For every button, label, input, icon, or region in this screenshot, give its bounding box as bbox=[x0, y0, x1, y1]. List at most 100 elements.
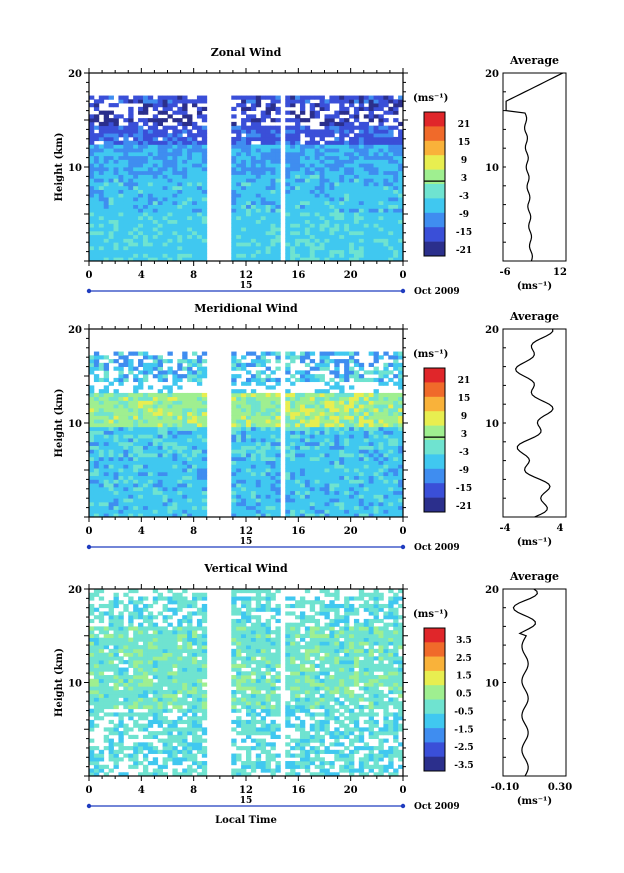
field-cell bbox=[363, 242, 370, 247]
field-cell bbox=[349, 415, 355, 420]
field-cell bbox=[152, 464, 159, 469]
field-cell bbox=[388, 197, 394, 202]
field-cell bbox=[299, 374, 306, 379]
field-cell bbox=[152, 479, 159, 484]
field-cell bbox=[98, 464, 105, 469]
field-cell bbox=[118, 351, 124, 356]
field-cell bbox=[314, 163, 320, 168]
field-cell bbox=[157, 486, 163, 492]
field-cell bbox=[118, 148, 124, 153]
field-cell bbox=[250, 351, 257, 356]
field-cell bbox=[103, 129, 110, 134]
field-cell bbox=[329, 483, 335, 488]
field-cell bbox=[304, 392, 311, 398]
field-cell bbox=[334, 238, 340, 243]
field-cell bbox=[295, 219, 301, 224]
field-cell bbox=[98, 494, 105, 499]
field-cell bbox=[275, 140, 281, 145]
field-cell bbox=[152, 99, 159, 104]
field-cell bbox=[192, 464, 198, 469]
field-cell bbox=[108, 193, 114, 198]
field-cell bbox=[324, 509, 330, 514]
field-cell bbox=[152, 144, 159, 149]
field-cell bbox=[157, 479, 163, 484]
field-cell bbox=[260, 396, 267, 401]
field-cell bbox=[89, 129, 95, 134]
field-cell bbox=[246, 445, 252, 450]
field-cell bbox=[113, 208, 119, 213]
field-cell bbox=[118, 159, 124, 164]
field-cell bbox=[196, 223, 203, 228]
field-cell bbox=[108, 449, 114, 454]
field-cell bbox=[231, 389, 237, 394]
field-cell bbox=[265, 114, 271, 119]
field-cell bbox=[295, 419, 301, 424]
field-cell bbox=[167, 453, 173, 458]
field-cell bbox=[373, 426, 379, 431]
field-cell bbox=[103, 438, 110, 443]
field-cell bbox=[187, 505, 193, 510]
field-cell bbox=[339, 223, 345, 228]
field-cell bbox=[162, 170, 168, 175]
field-cell bbox=[309, 234, 316, 239]
field-cell bbox=[93, 667, 100, 672]
field-cell bbox=[152, 114, 159, 119]
field-cell bbox=[250, 148, 257, 153]
field-cell bbox=[89, 689, 95, 695]
field-cell bbox=[147, 385, 154, 390]
field-cell bbox=[285, 430, 291, 435]
field-cell bbox=[147, 170, 154, 175]
field-cell bbox=[167, 106, 173, 111]
field-cell bbox=[93, 242, 100, 247]
field-cell bbox=[103, 370, 110, 375]
field-cell bbox=[299, 370, 306, 375]
field-cell bbox=[236, 212, 242, 217]
field-cell bbox=[349, 370, 355, 375]
field-cell bbox=[344, 125, 350, 130]
field-cell bbox=[192, 370, 198, 375]
field-cell bbox=[353, 498, 360, 503]
field-cell bbox=[295, 441, 301, 446]
field-cell bbox=[236, 426, 242, 431]
field-cell bbox=[368, 501, 374, 507]
field-cell bbox=[339, 163, 345, 168]
field-cell bbox=[201, 415, 208, 420]
field-cell bbox=[167, 253, 173, 258]
field-cell bbox=[383, 144, 389, 149]
field-cell bbox=[187, 99, 193, 104]
field-cell bbox=[250, 438, 257, 443]
field-cell bbox=[304, 479, 311, 484]
field-cell bbox=[113, 242, 119, 247]
field-cell bbox=[349, 174, 355, 179]
field-cell bbox=[368, 351, 374, 356]
field-cell bbox=[324, 106, 330, 111]
field-cell bbox=[363, 400, 370, 405]
field-cell bbox=[309, 133, 316, 138]
field-cell bbox=[358, 99, 365, 104]
field-cell bbox=[255, 400, 262, 405]
field-cell bbox=[147, 103, 154, 108]
field-cell bbox=[299, 483, 306, 488]
field-cell bbox=[157, 366, 163, 371]
field-cell bbox=[89, 772, 95, 777]
field-cell bbox=[182, 155, 188, 160]
field-cell bbox=[265, 249, 271, 254]
field-cell bbox=[319, 355, 325, 360]
field-cell bbox=[363, 423, 370, 428]
field-cell bbox=[138, 245, 144, 251]
profile-frame bbox=[502, 72, 567, 262]
field-cell bbox=[299, 253, 306, 258]
field-cell bbox=[246, 204, 252, 209]
field-cell bbox=[177, 215, 183, 221]
field-cell bbox=[250, 471, 257, 477]
field-cell bbox=[353, 170, 360, 175]
field-cell bbox=[201, 114, 208, 119]
field-cell bbox=[182, 434, 188, 439]
field-cell bbox=[187, 200, 193, 205]
field-cell bbox=[89, 136, 95, 142]
field-cell bbox=[157, 121, 163, 127]
field-cell bbox=[260, 193, 267, 198]
field-cell bbox=[201, 167, 208, 172]
field-cell bbox=[152, 118, 159, 123]
field-cell bbox=[138, 430, 144, 435]
